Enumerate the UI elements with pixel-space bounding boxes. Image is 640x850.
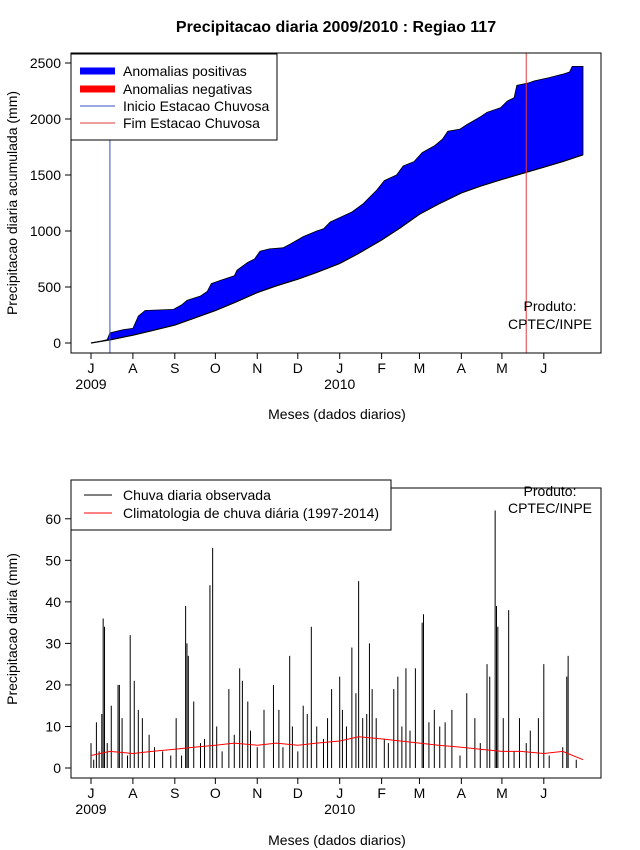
climatology-cumulative-line (90, 154, 584, 344)
x-tick-label: J (88, 785, 95, 801)
y-tick-label: 1000 (30, 223, 61, 239)
x-tick-label: O (210, 360, 221, 376)
x-tick-label: J (336, 360, 343, 376)
daily-legend: Chuva diaria observada Climatologia de c… (70, 479, 392, 531)
y-tick-label: 0 (53, 760, 61, 776)
year-label: 2010 (324, 376, 355, 392)
x-tick-label: D (293, 360, 303, 376)
y-tick-label: 60 (45, 511, 61, 527)
y-tick-label: 10 (45, 718, 61, 734)
x-tick-label: A (457, 360, 467, 376)
climatology-daily-line (90, 736, 584, 761)
x-tick-label: F (377, 360, 386, 376)
anomaly-area-layer (90, 66, 584, 344)
y-tick-label: 500 (38, 279, 62, 295)
cumulative-xlabel: Meses (dados diarios) (268, 406, 406, 422)
x-tick-label: J (336, 785, 343, 801)
x-tick-label: J (88, 360, 95, 376)
product-annotation-line1: Produto: (524, 483, 577, 499)
y-tick-label: 2000 (30, 111, 61, 127)
y-tick-label: 20 (45, 677, 61, 693)
figure-title: Precipitacao diaria 2009/2010 : Regiao 1… (176, 19, 496, 36)
y-tick-label: 0 (53, 335, 61, 351)
daily-ylabel: Precipitacao diaria (mm) (4, 553, 20, 705)
x-tick-label: N (252, 360, 262, 376)
year-label: 2010 (324, 801, 355, 817)
x-tick-label: J (540, 785, 547, 801)
x-tick-label: M (414, 360, 426, 376)
product-annotation-line2: CPTEC/INPE (508, 316, 592, 332)
x-tick-label: A (128, 785, 138, 801)
x-tick-label: A (457, 785, 467, 801)
x-tick-label: M (414, 785, 426, 801)
y-tick-label: 30 (45, 635, 61, 651)
daily-xlabel: Meses (dados diarios) (268, 832, 406, 848)
x-tick-label: F (377, 785, 386, 801)
daily-plot-frame (70, 487, 602, 779)
x-tick-label: M (496, 360, 508, 376)
daily-bars-layer (90, 510, 577, 768)
x-tick-label: N (252, 785, 262, 801)
legend-label-negative: Anomalias negativas (123, 81, 252, 97)
product-annotation-line1: Produto: (524, 298, 577, 314)
legend-label-climatology: Climatologia de chuva diária (1997-2014) (123, 505, 379, 521)
cumulative-legend: Anomalias positivas Anomalias negativas … (70, 53, 278, 141)
y-tick-label: 50 (45, 552, 61, 568)
x-tick-label: A (128, 360, 138, 376)
year-label: 2009 (75, 801, 106, 817)
x-tick-label: M (496, 785, 508, 801)
x-tick-label: J (540, 360, 547, 376)
x-tick-label: S (170, 360, 179, 376)
year-label: 2009 (75, 376, 106, 392)
y-tick-label: 40 (45, 594, 61, 610)
cumulative-plot-frame (70, 52, 602, 354)
y-tick-label: 2500 (30, 55, 61, 71)
y-tick-label: 1500 (30, 167, 61, 183)
legend-box (70, 479, 392, 531)
climatology-layer (90, 736, 584, 761)
legend-label-onset: Inicio Estacao Chuvosa (123, 98, 270, 114)
product-annotation-line2: CPTEC/INPE (508, 500, 592, 516)
x-tick-label: S (170, 785, 179, 801)
legend-label-observed: Chuva diaria observada (123, 487, 271, 503)
cumulative-ylabel: Precipitacao diaria acumulada (mm) (4, 91, 20, 315)
legend-label-positive: Anomalias positivas (123, 63, 247, 79)
legend-label-end: Fim Estacao Chuvosa (123, 115, 260, 131)
x-tick-label: O (210, 785, 221, 801)
x-tick-label: D (293, 785, 303, 801)
